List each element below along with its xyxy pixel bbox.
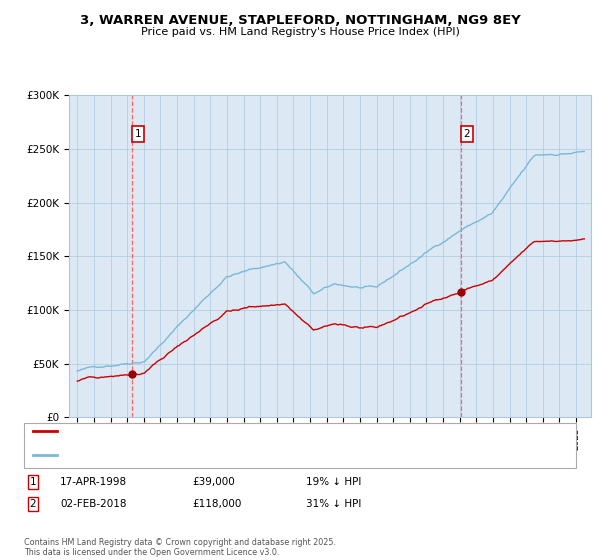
Text: Contains HM Land Registry data © Crown copyright and database right 2025.
This d: Contains HM Land Registry data © Crown c…: [24, 538, 336, 557]
Text: £118,000: £118,000: [192, 499, 241, 509]
Text: 3, WARREN AVENUE, STAPLEFORD, NOTTINGHAM, NG9 8EY: 3, WARREN AVENUE, STAPLEFORD, NOTTINGHAM…: [80, 14, 520, 27]
Text: Price paid vs. HM Land Registry's House Price Index (HPI): Price paid vs. HM Land Registry's House …: [140, 27, 460, 37]
Text: 1: 1: [134, 129, 141, 139]
Text: £39,000: £39,000: [192, 477, 235, 487]
Text: 19% ↓ HPI: 19% ↓ HPI: [306, 477, 361, 487]
Text: 31% ↓ HPI: 31% ↓ HPI: [306, 499, 361, 509]
Text: 2: 2: [29, 499, 37, 509]
Text: HPI: Average price, semi-detached house, Broxtowe: HPI: Average price, semi-detached house,…: [63, 451, 310, 460]
Text: 02-FEB-2018: 02-FEB-2018: [60, 499, 127, 509]
Text: 17-APR-1998: 17-APR-1998: [60, 477, 127, 487]
Text: 2: 2: [464, 129, 470, 139]
Text: 3, WARREN AVENUE, STAPLEFORD, NOTTINGHAM, NG9 8EY (semi-detached house): 3, WARREN AVENUE, STAPLEFORD, NOTTINGHAM…: [63, 427, 455, 436]
Text: 1: 1: [29, 477, 37, 487]
